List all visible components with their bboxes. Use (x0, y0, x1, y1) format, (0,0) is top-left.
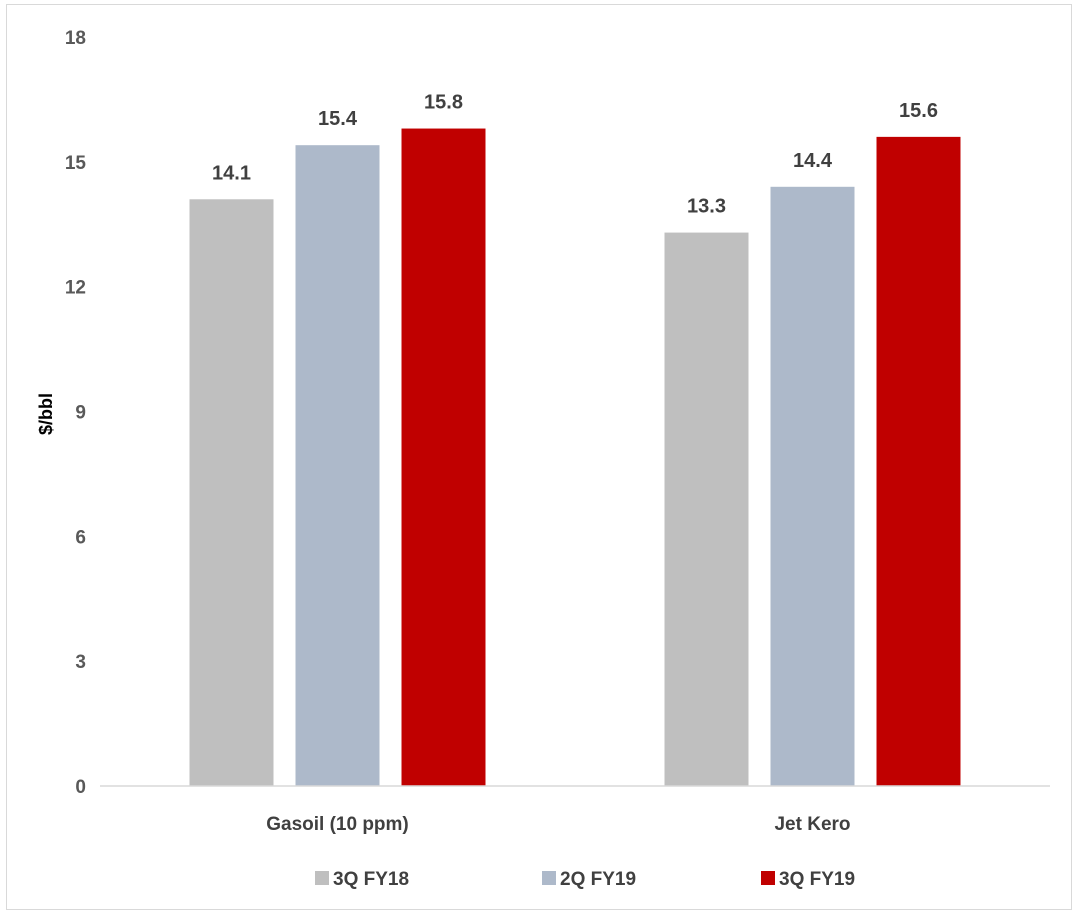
x-axis-categories: Gasoil (10 ppm) Jet Kero (266, 814, 850, 835)
legend-label: 2Q FY19 (560, 869, 636, 890)
y-tick-label: 12 (65, 278, 86, 299)
y-axis-label: $/bbl (36, 393, 56, 435)
bar (401, 128, 486, 787)
y-tick-label: 15 (65, 153, 87, 174)
data-label: 14.1 (212, 162, 251, 184)
legend-label: 3Q FY18 (333, 869, 409, 890)
data-label: 13.3 (687, 196, 726, 218)
bar (770, 186, 855, 787)
bar (295, 145, 380, 786)
y-tick-label: 6 (75, 527, 86, 548)
y-axis-ticks: 0 3 6 9 12 15 18 (65, 28, 87, 798)
bar (189, 199, 274, 787)
legend-label: 3Q FY19 (779, 869, 855, 890)
legend-swatch (761, 871, 775, 885)
data-label: 15.8 (424, 92, 463, 114)
y-tick-label: 9 (75, 403, 86, 424)
bar (664, 232, 749, 787)
data-labels: 14.1 15.4 15.8 13.3 14.4 15.6 (212, 92, 938, 218)
y-tick-label: 18 (65, 28, 86, 49)
x-category-label: Gasoil (10 ppm) (266, 814, 409, 835)
data-label: 15.4 (318, 108, 358, 130)
legend-swatch (542, 871, 556, 885)
bars (189, 128, 961, 787)
y-tick-label: 3 (75, 652, 86, 673)
x-category-label: Jet Kero (774, 814, 850, 835)
y-tick-label: 0 (75, 777, 86, 798)
legend-swatch (315, 871, 329, 885)
data-label: 14.4 (793, 150, 833, 172)
data-label: 15.6 (899, 100, 938, 122)
bar (876, 136, 961, 786)
legend: 3Q FY18 2Q FY19 3Q FY19 (315, 869, 855, 890)
